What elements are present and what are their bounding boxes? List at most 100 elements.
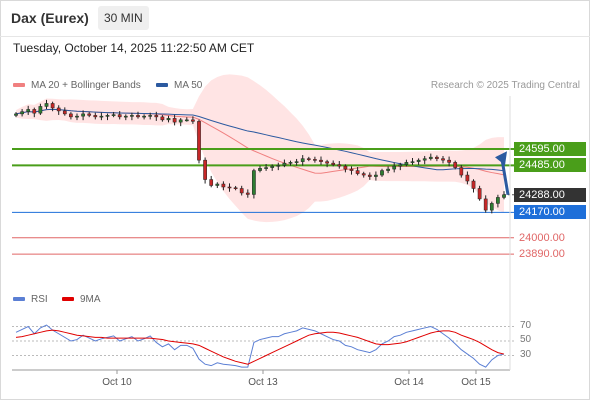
candle: [44, 103, 49, 107]
candle: [380, 170, 384, 176]
rsi-tick-label: 50: [520, 334, 532, 345]
header-bar: Dax (Eurex) 30 MIN: [0, 0, 590, 37]
candle: [502, 194, 506, 198]
rsi-ma-swatch: [62, 297, 74, 302]
candle: [398, 164, 403, 167]
legend-rsi: RSI: [13, 294, 48, 305]
candle: [20, 111, 24, 115]
candle: [349, 168, 354, 171]
candle: [56, 107, 61, 112]
candle: [32, 109, 37, 114]
x-tick-label: Oct 10: [102, 377, 132, 388]
legend-rsi-ma: 9MA: [62, 294, 101, 305]
candle: [477, 188, 482, 200]
candle: [69, 113, 73, 118]
candle: [130, 115, 134, 117]
candle: [276, 165, 281, 167]
ma50-label: MA 50: [174, 80, 203, 91]
candle: [282, 162, 287, 166]
candle: [306, 158, 311, 160]
candle: [343, 165, 348, 170]
x-tick-label: Oct 15: [461, 377, 491, 388]
candle: [386, 168, 390, 171]
candle: [435, 156, 439, 159]
candle: [215, 183, 220, 186]
candle: [337, 164, 342, 167]
candle: [404, 162, 409, 165]
candle: [416, 159, 421, 162]
ma50-swatch: [156, 83, 168, 88]
candle: [252, 170, 256, 195]
credit-text: Research © 2025 Trading Central: [430, 80, 580, 91]
candle: [245, 192, 250, 195]
candle: [447, 159, 451, 163]
candle: [483, 198, 488, 211]
candle: [87, 113, 92, 116]
rsi-tick-label: 30: [520, 348, 532, 360]
candle: [123, 115, 128, 118]
rsi-tick-label: 70: [520, 319, 532, 331]
instrument-title: Dax (Eurex): [11, 10, 89, 26]
candle: [355, 170, 360, 174]
candle: [148, 115, 153, 117]
candle: [300, 158, 305, 162]
candle: [264, 167, 268, 169]
candle: [172, 118, 177, 123]
rsi-ma-label: 9MA: [80, 294, 101, 305]
candle: [81, 113, 85, 117]
candle: [75, 115, 79, 118]
candle: [160, 116, 165, 121]
candle: [313, 159, 317, 161]
candle: [191, 119, 195, 122]
x-tick-label: Oct 13: [248, 377, 278, 388]
forecast-arrowhead: [495, 151, 507, 166]
candle: [239, 188, 244, 194]
level-label: 24595.00: [514, 141, 586, 156]
candle: [227, 186, 232, 189]
candle: [441, 158, 445, 161]
candle: [178, 119, 183, 123]
candle: [136, 115, 140, 118]
level-label: 24170.00: [514, 205, 586, 220]
timeframe-badge[interactable]: 30 MIN: [98, 6, 149, 30]
candle: [258, 168, 262, 171]
forecast-arrow: [500, 158, 510, 195]
candle: [99, 115, 104, 118]
bollinger-swatch: [13, 83, 25, 88]
candle: [154, 115, 159, 118]
rsi-label: RSI: [31, 294, 48, 305]
candle: [422, 158, 427, 161]
candle: [111, 114, 116, 116]
candle: [459, 167, 464, 176]
candle: [489, 203, 494, 211]
candle: [374, 174, 378, 177]
candle: [184, 119, 189, 122]
candle: [428, 156, 433, 159]
candle: [288, 162, 293, 164]
bollinger-label: MA 20 + Bollinger Bands: [31, 80, 141, 91]
legend-bollinger: MA 20 + Bollinger Bands: [13, 80, 141, 91]
candle: [166, 118, 171, 121]
legend-ma50: MA 50: [156, 80, 202, 91]
candle: [105, 115, 110, 117]
candle: [496, 197, 500, 204]
candle: [471, 180, 476, 189]
candle: [14, 113, 18, 116]
candle: [367, 174, 372, 177]
level-label: 24000.00: [519, 231, 565, 244]
ma50-line: [15, 108, 505, 172]
rsi-line: [15, 324, 505, 368]
candle: [392, 165, 397, 170]
x-tick-label: Oct 14: [394, 377, 424, 388]
level-label: 23890.00: [519, 248, 565, 261]
level-label: 24288.00: [514, 187, 586, 202]
candle: [62, 110, 67, 115]
candle: [410, 161, 415, 163]
candle: [453, 162, 458, 168]
candle: [270, 165, 275, 168]
candle: [50, 103, 55, 109]
rsi-ma-line: [15, 329, 505, 365]
candle: [325, 161, 329, 164]
candle: [221, 183, 226, 188]
